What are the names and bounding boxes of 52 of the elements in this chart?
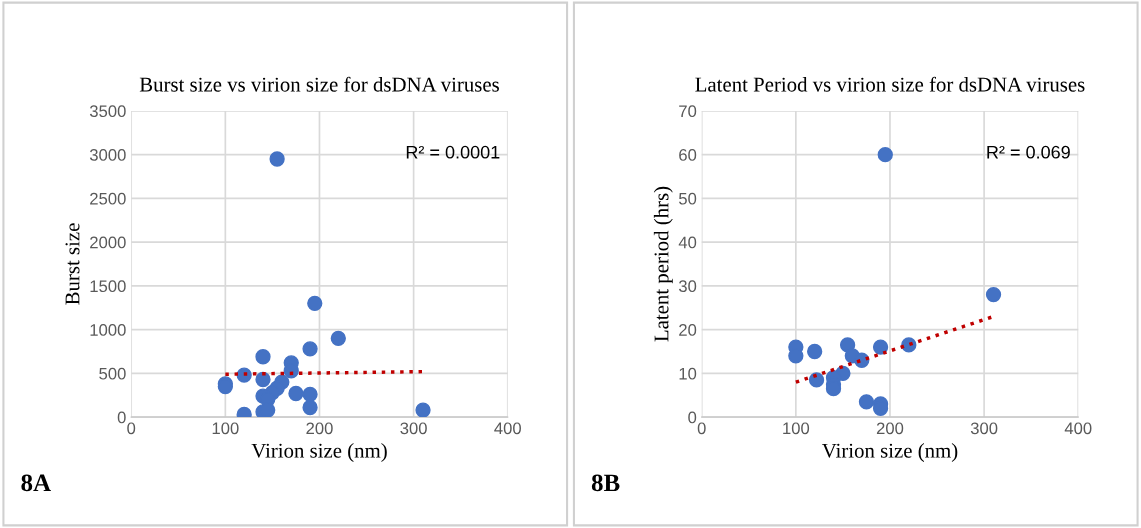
y-tick-label: 10 [679, 367, 697, 380]
point [255, 371, 271, 388]
y-tick-label: 3500 [89, 105, 126, 118]
y-tick-label: 500 [99, 367, 126, 380]
y-tick-label: 40 [678, 236, 697, 249]
point [269, 151, 285, 167]
point [808, 372, 825, 388]
point [307, 295, 323, 312]
y-tick-label: 3000 [89, 149, 126, 161]
point [807, 343, 823, 360]
x-axis-title: Virion size (nm) [821, 443, 958, 462]
point [288, 385, 304, 402]
annotation: R² = 0.0001 [406, 145, 500, 159]
y-axis-title: Latent period (hrs) [653, 186, 673, 342]
point [302, 399, 318, 416]
point [877, 146, 893, 163]
x-tick-label: 200 [306, 422, 333, 435]
y-tick-label: 2500 [90, 192, 126, 205]
x-tick-label: 100 [783, 422, 810, 435]
point [415, 402, 431, 418]
y-tick-label: 0 [117, 411, 126, 424]
y-tick-label: 2000 [90, 236, 126, 249]
x-tick-label: 300 [400, 422, 427, 435]
x-tick-label: 300 [970, 422, 998, 435]
x-tick-label: 400 [494, 422, 521, 435]
y-axis-title: Burst size [65, 223, 80, 305]
y-tick-label: 70 [679, 105, 697, 118]
point [302, 341, 318, 357]
y-tick-label: 1000 [90, 324, 126, 336]
point [858, 394, 875, 410]
y-tick-label: 1500 [90, 280, 126, 293]
point [330, 330, 346, 347]
x-tick-label: 400 [1064, 422, 1092, 435]
y-tick-label: 50 [678, 192, 697, 205]
x-tick-label: 0 [127, 422, 136, 435]
x-tick-label: 0 [697, 422, 706, 435]
annotation: R² = 0.069 [987, 145, 1070, 159]
point [985, 286, 1002, 303]
x-tick-label: 100 [212, 422, 239, 435]
y-tick-label: 20 [679, 324, 697, 336]
y-tick-label: 30 [678, 280, 697, 293]
chart-title: Burst size vs virion size for dsDNA viruses [139, 76, 499, 92]
point [302, 386, 318, 403]
x-tick-label: 200 [876, 422, 904, 435]
text: 8B [591, 474, 620, 492]
y-tick-label: 60 [679, 149, 697, 161]
y-tick-label: 0 [688, 411, 697, 424]
point [255, 349, 271, 365]
chart-title: Latent Period vs virion size for dsDNA viruses [695, 76, 1085, 92]
x-axis-title: Virion size (nm) [251, 443, 387, 462]
text: 8A [21, 474, 51, 492]
point [872, 339, 889, 355]
